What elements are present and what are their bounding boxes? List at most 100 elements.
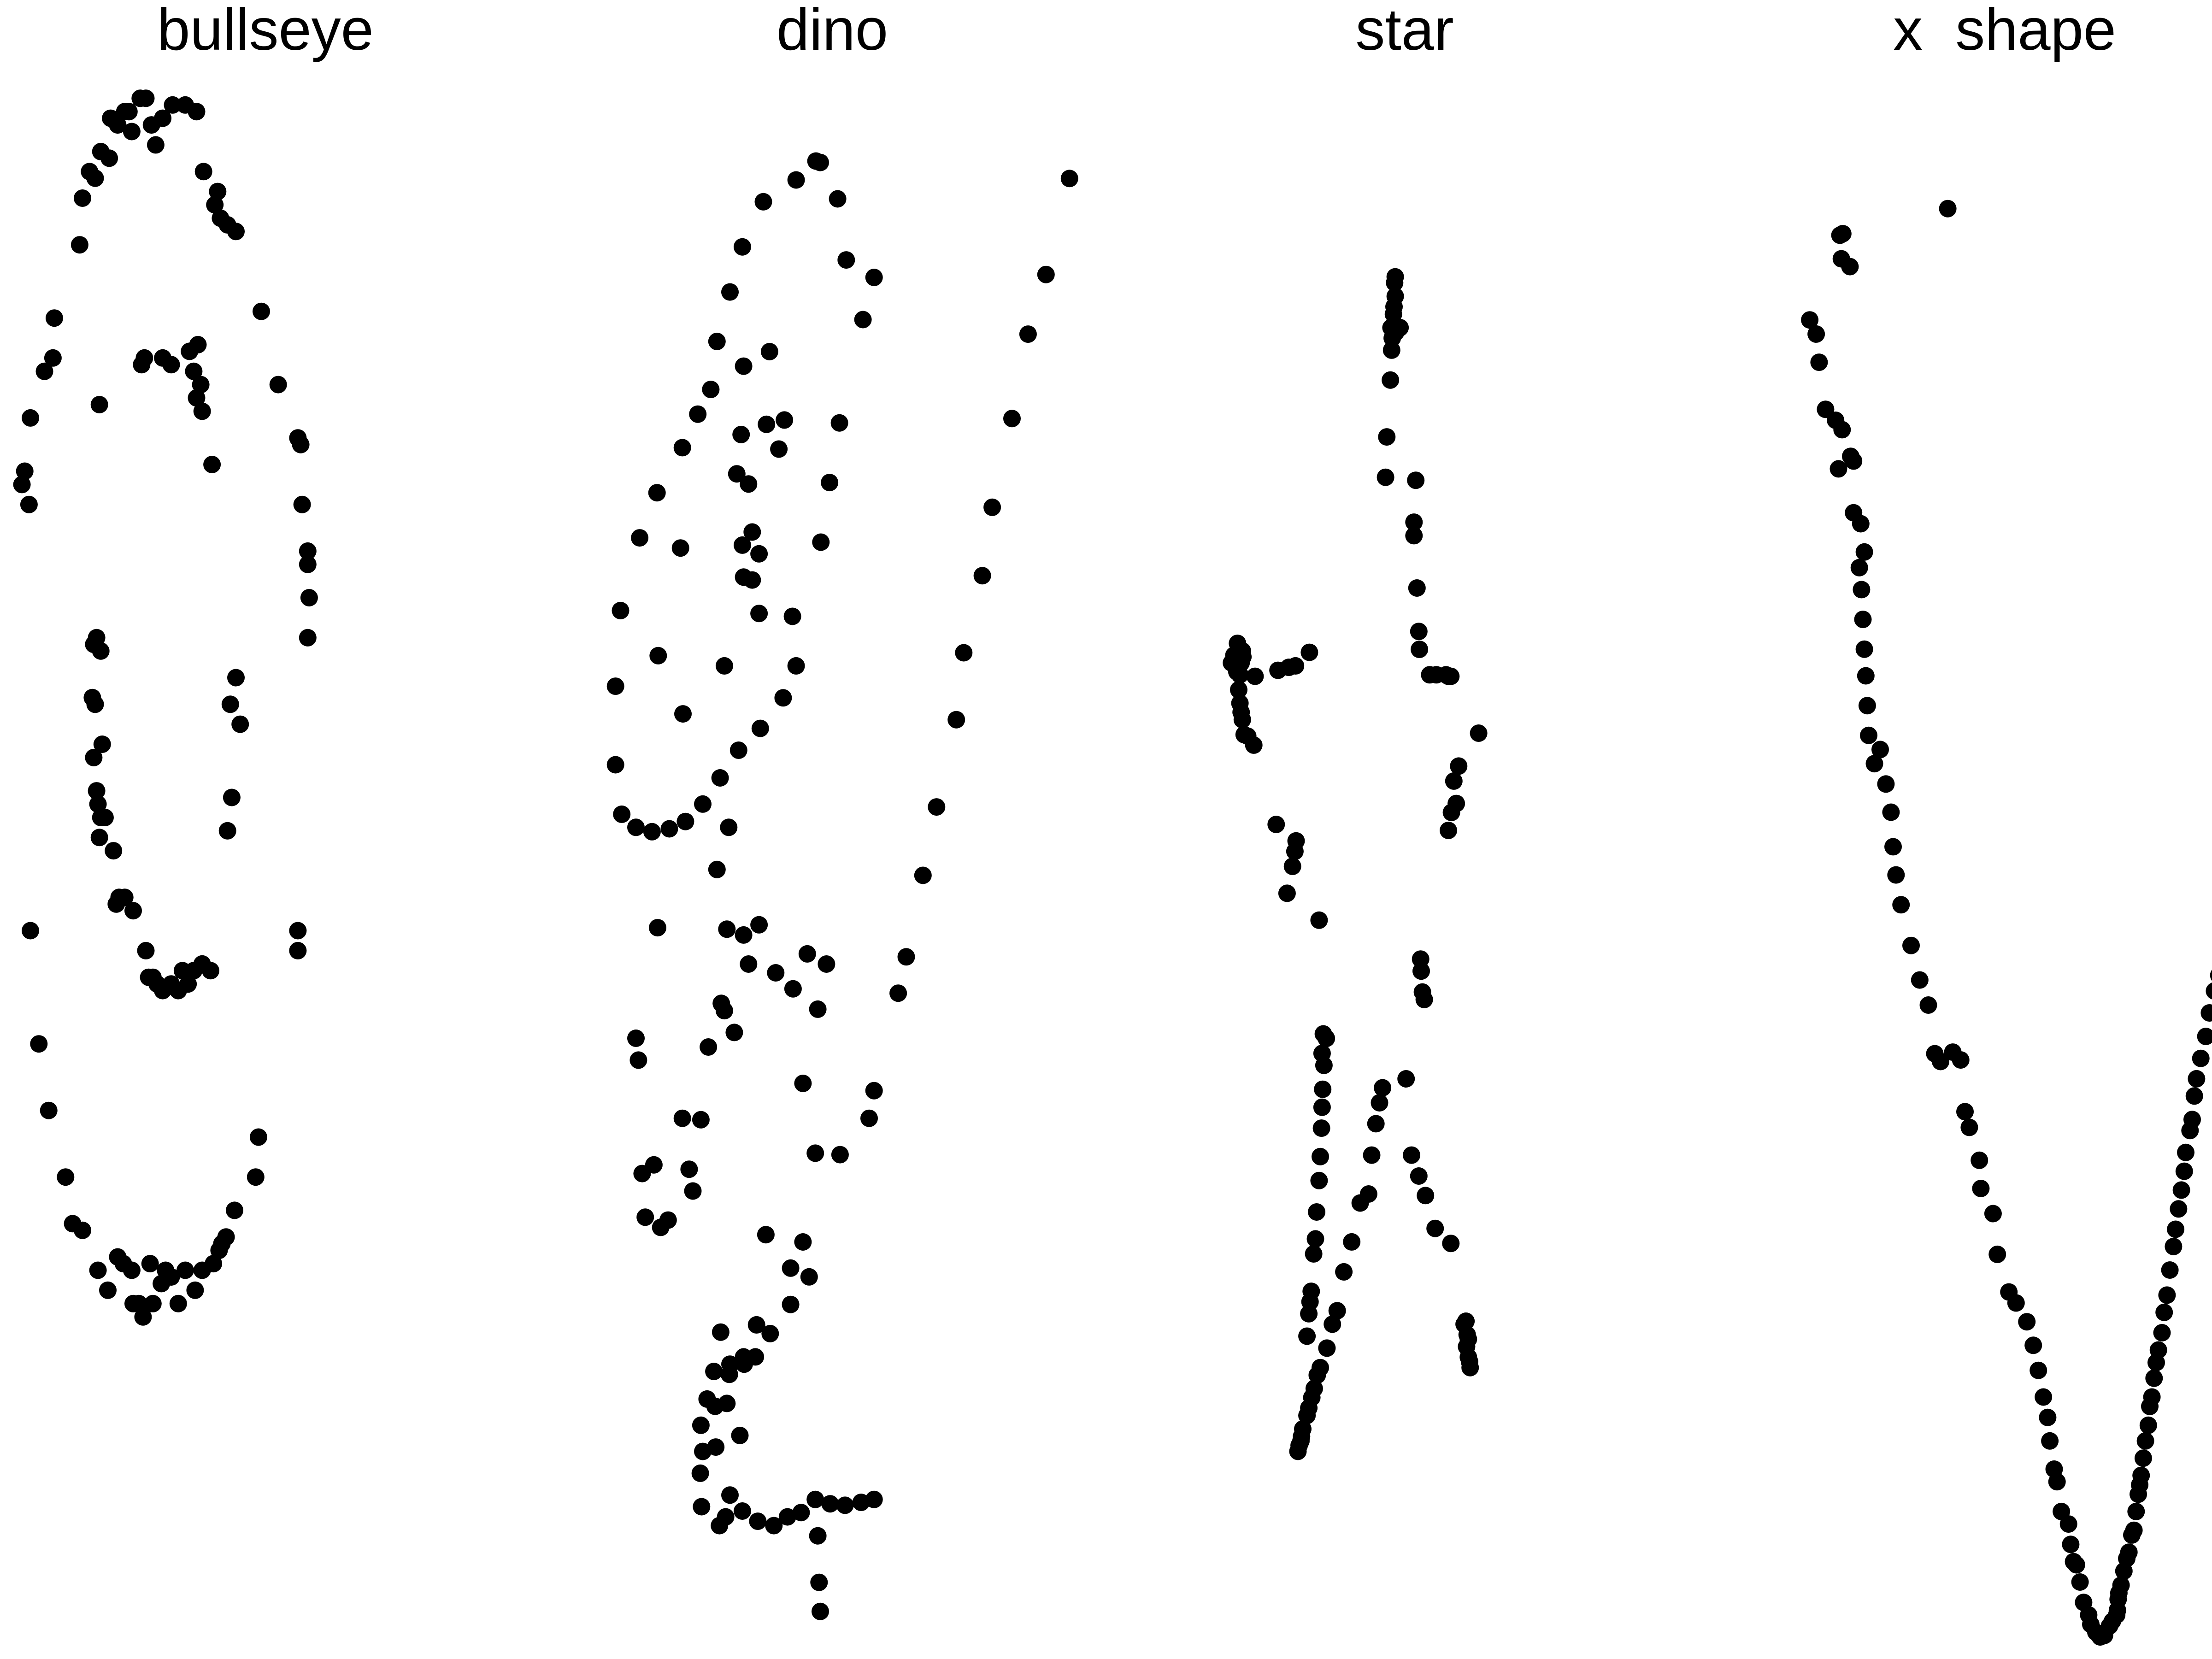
data-point <box>105 842 123 860</box>
data-point <box>865 1082 883 1100</box>
data-point <box>2062 1535 2080 1553</box>
data-point <box>157 1261 175 1279</box>
data-point <box>1231 694 1249 712</box>
data-point <box>1397 1070 1415 1088</box>
data-point <box>955 644 973 662</box>
data-point <box>708 332 726 350</box>
data-point <box>13 476 31 494</box>
data-point <box>1314 1080 1332 1098</box>
data-point <box>1871 741 1889 759</box>
data-point <box>740 475 758 493</box>
panel-star: star <box>1223 0 1488 1460</box>
data-point <box>223 788 241 806</box>
data-point <box>1405 527 1423 545</box>
data-point <box>743 571 761 589</box>
data-point <box>2155 1303 2173 1321</box>
data-point <box>2134 1449 2152 1467</box>
data-point <box>1865 755 1883 773</box>
data-point <box>1956 1103 1974 1121</box>
data-point <box>154 349 172 367</box>
data-point <box>1289 1442 1307 1460</box>
data-point <box>1857 667 1875 685</box>
data-point <box>2206 982 2212 1000</box>
data-point <box>784 980 802 998</box>
data-point <box>1939 200 1957 218</box>
data-point <box>865 1490 883 1508</box>
data-point <box>218 822 236 840</box>
data-point <box>1298 1327 1316 1345</box>
data-point <box>735 926 753 944</box>
data-point <box>192 376 210 394</box>
data-point <box>93 735 111 753</box>
data-point <box>806 1144 824 1162</box>
data-point <box>751 719 769 737</box>
data-point <box>1223 654 1241 672</box>
data-point <box>1377 468 1394 486</box>
data-point <box>153 1275 171 1293</box>
data-point <box>973 567 991 585</box>
data-point <box>35 362 53 380</box>
data-point <box>2067 1556 2085 1574</box>
data-point <box>897 948 915 966</box>
data-point <box>137 89 155 107</box>
data-point <box>164 96 182 114</box>
data-point <box>1019 325 1037 343</box>
data-point <box>761 1324 779 1342</box>
data-point <box>1312 1147 1329 1165</box>
data-point <box>947 711 965 729</box>
data-point <box>1855 640 1873 658</box>
data-point <box>1403 1146 1420 1164</box>
data-point <box>2172 1181 2190 1199</box>
data-point <box>135 349 153 367</box>
data-point <box>2132 1466 2150 1484</box>
data-point <box>1415 990 1433 1008</box>
data-point <box>2048 1473 2066 1491</box>
data-point <box>1305 1245 1323 1263</box>
data-point <box>1308 1203 1326 1221</box>
data-point <box>1382 371 1400 389</box>
data-point <box>747 1316 765 1334</box>
data-point <box>247 1168 265 1186</box>
data-point <box>1417 1187 1435 1205</box>
data-point <box>227 223 245 241</box>
data-point <box>735 357 753 375</box>
data-point <box>702 381 720 399</box>
data-point <box>1984 1205 2002 1223</box>
data-point <box>1860 726 1877 744</box>
data-point <box>1246 667 1264 685</box>
data-point <box>1382 341 1400 359</box>
data-point <box>1335 1263 1353 1281</box>
data-point <box>689 405 707 423</box>
data-point <box>1328 1302 1346 1320</box>
data-point <box>1003 410 1021 428</box>
data-point <box>765 1517 783 1535</box>
panel-dino: dino <box>606 0 1078 1620</box>
data-point <box>830 414 848 432</box>
data-point <box>1412 962 1430 980</box>
data-point <box>1877 775 1895 793</box>
data-point <box>740 955 758 973</box>
data-point <box>1801 311 1819 329</box>
data-point <box>2210 970 2212 981</box>
data-point <box>1306 1230 1324 1248</box>
data-point <box>1960 1118 1978 1136</box>
data-point <box>1810 353 1828 371</box>
data-point <box>1037 265 1055 283</box>
data-point <box>1312 1119 1330 1137</box>
data-point <box>836 1496 854 1514</box>
data-point <box>800 1268 818 1286</box>
data-point <box>606 756 624 774</box>
data-point <box>798 945 816 963</box>
data-point <box>2112 1576 2130 1594</box>
data-point <box>2177 1143 2194 1161</box>
data-point <box>631 529 649 547</box>
data-point <box>1442 667 1460 685</box>
data-point <box>782 1295 800 1313</box>
data-point <box>89 1261 107 1279</box>
data-point <box>1324 1315 1341 1333</box>
data-point <box>731 1426 749 1444</box>
data-point <box>1374 1079 1392 1097</box>
data-point <box>733 1502 751 1520</box>
data-point <box>812 1602 829 1620</box>
data-point <box>673 1109 691 1127</box>
